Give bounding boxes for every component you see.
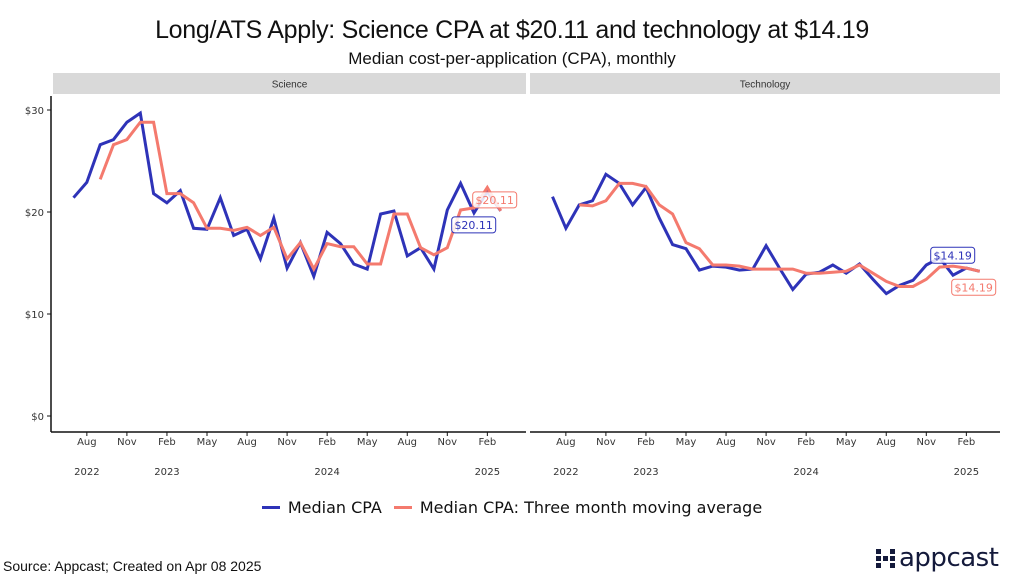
end-label-box-moving-avg-science	[472, 191, 518, 209]
x-tick-label-year: 2023	[154, 467, 179, 478]
x-tick-label-month: Feb	[158, 437, 176, 448]
end-label-median-technology: $14.19	[933, 249, 972, 262]
appcast-logo-icon	[876, 548, 895, 568]
end-label-box-moving-avg-technology	[951, 278, 997, 296]
end-label-moving-avg-technology: $14.19	[954, 281, 993, 294]
moving-average-line-science	[98, 120, 503, 273]
x-tick-label-month: Feb	[318, 437, 336, 448]
x-tick-label-month: Aug	[237, 437, 257, 448]
x-tick-label-month: Nov	[756, 437, 776, 448]
legend-label-moving-average: Median CPA: Three month moving average	[419, 498, 763, 517]
facet-label-technology: Technology	[740, 80, 791, 91]
faceted-line-chart: Science $0 $10 $20 $30 Aug 2022 Nov Feb 2023 May Au…	[25, 73, 1000, 478]
x-tick-label-month: Feb	[637, 437, 655, 448]
facet-strip-science	[53, 73, 526, 94]
end-label-box-median-technology	[930, 246, 976, 264]
end-label-moving-avg-science: $20.11	[475, 194, 514, 207]
x-tick-label-month: Nov	[117, 437, 137, 448]
x-tick-label-month: Feb	[957, 437, 975, 448]
end-label-median-science: $20.11	[454, 219, 493, 232]
x-tick-label-month: May	[836, 437, 857, 448]
legend: Median CPA Median CPA: Three month movin…	[0, 498, 1024, 517]
source-note: Source: Appcast; Created on Apr 08 2025	[3, 558, 262, 574]
x-tick-label-year: 2024	[314, 467, 339, 478]
x-tick-label-month: Aug	[397, 437, 417, 448]
x-tick-label-month: May	[197, 437, 218, 448]
x-tick-label-month: Nov	[438, 437, 458, 448]
x-tick-label-month: Feb	[478, 437, 496, 448]
x-tick-label-year: 2022	[74, 467, 99, 478]
x-tick-label-year: 2025	[475, 467, 500, 478]
median-cpa-line-technology	[551, 172, 981, 296]
x-tick-label-month: Feb	[797, 437, 815, 448]
facet-strip-technology	[530, 73, 1000, 94]
chart-title: Long/ATS Apply: Science CPA at $20.11 an…	[155, 16, 869, 44]
x-tick-label-month: Aug	[556, 437, 576, 448]
y-tick-label: $0	[31, 412, 44, 423]
legend-swatch-median	[261, 506, 280, 509]
facet-label-science: Science	[272, 80, 308, 91]
legend-item-median: Median CPA	[261, 498, 382, 517]
chart-subtitle: Median cost-per-application (CPA), month…	[348, 49, 676, 68]
x-tick-label-month: Aug	[716, 437, 736, 448]
appcast-logo-text: appcast	[899, 543, 999, 573]
y-tick-label: $30	[25, 106, 44, 117]
end-label-box-median-science	[451, 216, 497, 234]
x-tick-label-year: 2022	[553, 467, 578, 478]
legend-label-median: Median CPA	[287, 498, 382, 517]
x-tick-label-year: 2023	[633, 467, 658, 478]
x-tick-label-month: Nov	[277, 437, 297, 448]
legend-swatch-moving-average	[393, 506, 412, 509]
x-tick-label-month: May	[676, 437, 697, 448]
x-tick-label-month: Aug	[876, 437, 896, 448]
x-tick-label-month: Nov	[596, 437, 616, 448]
x-tick-label-month: May	[357, 437, 378, 448]
x-tick-label-year: 2025	[954, 467, 979, 478]
y-tick-label: $20	[25, 208, 44, 219]
legend-item-moving-average: Median CPA: Three month moving average	[393, 498, 763, 517]
appcast-logo: appcast	[876, 543, 999, 573]
y-tick-label: $10	[25, 310, 44, 321]
x-tick-label-month: Nov	[917, 437, 937, 448]
moving-average-line-technology	[579, 181, 981, 288]
x-tick-label-year: 2024	[793, 467, 818, 478]
x-tick-label-month: Aug	[77, 437, 97, 448]
